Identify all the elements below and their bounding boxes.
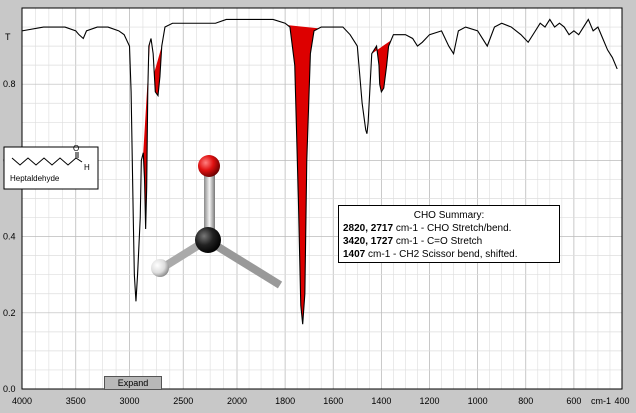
x-axis-unit-label: cm-1 bbox=[591, 396, 611, 406]
x-tick-label-3500: 3500 bbox=[66, 396, 86, 406]
summary-line-ch2-bold: 1407 bbox=[343, 249, 366, 260]
summary-line-ch2-rest: cm-1 - CH2 Scissor bend, shifted. bbox=[365, 249, 518, 260]
summary-line-cho-bold: 2820, 2717 bbox=[343, 223, 394, 234]
highlight-region-3 bbox=[287, 25, 319, 325]
summary-line-co: 3420, 1727 cm-1 - C=O Stretch bbox=[343, 235, 555, 248]
y-tick-label-0.4: 0.4 bbox=[3, 232, 16, 242]
summary-box: CHO Summary: 2820, 2717 cm-1 - CHO Stret… bbox=[338, 205, 560, 263]
plot-frame bbox=[21, 7, 623, 390]
svg-text:O: O bbox=[73, 144, 79, 153]
grid bbox=[21, 7, 623, 390]
summary-line-co-bold: 3420, 1727 bbox=[343, 236, 394, 247]
x-tick-label-2500: 2500 bbox=[173, 396, 193, 406]
x-tick-label-1000: 1000 bbox=[468, 396, 488, 406]
heptaldehyde-structure-drawing: O H bbox=[3, 144, 99, 190]
x-tick-label-800: 800 bbox=[518, 396, 533, 406]
y-axis-label: T bbox=[5, 32, 11, 42]
x-tick-label-1400: 1400 bbox=[371, 396, 391, 406]
x-tick-label-1200: 1200 bbox=[419, 396, 439, 406]
aldehyde-molecule-model bbox=[151, 155, 283, 289]
x-tick-label-2000: 2000 bbox=[227, 396, 247, 406]
summary-line-cho: 2820, 2717 cm-1 - CHO Stretch/bend. bbox=[343, 222, 555, 235]
summary-line-cho-rest: cm-1 - CHO Stretch/bend. bbox=[393, 223, 512, 234]
y-tick-label-0.8: 0.8 bbox=[3, 79, 16, 89]
x-tick-label-3000: 3000 bbox=[119, 396, 139, 406]
molecule-name: Heptaldehyde bbox=[10, 174, 60, 183]
highlight-region-2 bbox=[154, 46, 162, 96]
x-tick-label-1800: 1800 bbox=[275, 396, 295, 406]
summary-line-co-rest: cm-1 - C=O Stretch bbox=[393, 236, 483, 247]
x-tick-label-400: 400 bbox=[614, 396, 629, 406]
x-tick-label-4000: 4000 bbox=[12, 396, 32, 406]
expand-button[interactable]: Expand bbox=[104, 376, 162, 390]
spectrum-line bbox=[21, 18, 618, 325]
x-tick-label-600: 600 bbox=[566, 396, 581, 406]
x-tick-label-1600: 1600 bbox=[323, 396, 343, 406]
y-tick-label-0.0: 0.0 bbox=[3, 384, 16, 394]
highlight-region-4 bbox=[371, 40, 391, 92]
summary-title: CHO Summary: bbox=[413, 210, 485, 221]
y-tick-label-0.2: 0.2 bbox=[3, 308, 16, 318]
summary-line-ch2: 1407 cm-1 - CH2 Scissor bend, shifted. bbox=[343, 248, 555, 261]
svg-text:H: H bbox=[84, 163, 90, 172]
